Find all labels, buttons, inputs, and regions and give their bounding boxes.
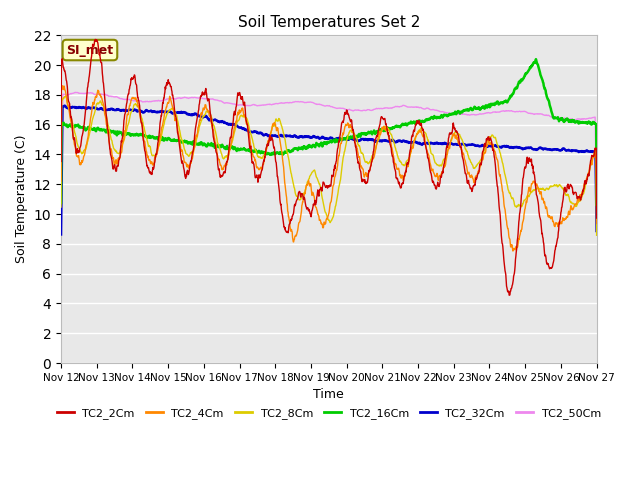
TC2_2Cm — [593, 215, 600, 221]
Line: TC2_50Cm: TC2_50Cm — [61, 92, 596, 229]
TC2_32Cm — [412, 140, 420, 145]
TC2_8Cm — [593, 232, 600, 238]
TC2_4Cm — [482, 145, 490, 151]
Y-axis label: Soil Temperature (C): Soil Temperature (C) — [15, 135, 28, 264]
TC2_16Cm — [412, 119, 420, 125]
TC2_8Cm — [412, 133, 420, 139]
TC2_32Cm — [61, 103, 68, 108]
TC2_4Cm — [57, 178, 65, 184]
TC2_16Cm — [529, 61, 537, 67]
TC2_4Cm — [593, 220, 600, 226]
TC2_32Cm — [529, 146, 537, 152]
TC2_8Cm — [57, 204, 65, 210]
TC2_32Cm — [593, 228, 600, 234]
TC2_2Cm — [482, 139, 490, 145]
TC2_4Cm — [412, 133, 420, 139]
TC2_8Cm — [482, 143, 490, 149]
TC2_16Cm — [163, 137, 171, 143]
TC2_32Cm — [177, 109, 184, 115]
TC2_50Cm — [164, 96, 172, 102]
TC2_50Cm — [412, 104, 420, 110]
TC2_4Cm — [530, 179, 538, 184]
Line: TC2_32Cm: TC2_32Cm — [61, 106, 596, 234]
Line: TC2_4Cm: TC2_4Cm — [61, 86, 596, 251]
Title: Soil Temperatures Set 2: Soil Temperatures Set 2 — [237, 15, 420, 30]
TC2_4Cm — [164, 100, 172, 106]
TC2_8Cm — [61, 93, 69, 99]
TC2_16Cm — [176, 138, 184, 144]
TC2_2Cm — [177, 151, 184, 156]
Line: TC2_2Cm: TC2_2Cm — [61, 39, 596, 295]
TC2_4Cm — [177, 144, 184, 149]
X-axis label: Time: Time — [314, 388, 344, 401]
TC2_4Cm — [58, 83, 66, 89]
TC2_16Cm — [482, 103, 490, 108]
TC2_50Cm — [482, 110, 490, 116]
Line: TC2_8Cm: TC2_8Cm — [61, 96, 596, 235]
TC2_32Cm — [482, 144, 490, 150]
TC2_50Cm — [237, 102, 244, 108]
TC2_2Cm — [57, 158, 65, 164]
TC2_8Cm — [164, 111, 172, 117]
Legend: TC2_2Cm, TC2_4Cm, TC2_8Cm, TC2_16Cm, TC2_32Cm, TC2_50Cm: TC2_2Cm, TC2_4Cm, TC2_8Cm, TC2_16Cm, TC2… — [52, 403, 605, 423]
Line: TC2_16Cm: TC2_16Cm — [61, 59, 596, 205]
TC2_50Cm — [593, 213, 600, 218]
TC2_8Cm — [529, 187, 537, 193]
TC2_2Cm — [530, 169, 538, 175]
TC2_2Cm — [92, 36, 99, 42]
TC2_4Cm — [237, 110, 244, 116]
TC2_16Cm — [593, 202, 600, 208]
TC2_50Cm — [177, 96, 184, 101]
TC2_50Cm — [57, 226, 65, 232]
TC2_4Cm — [509, 248, 516, 254]
TC2_32Cm — [164, 109, 172, 115]
Text: SI_met: SI_met — [67, 44, 113, 57]
TC2_2Cm — [412, 122, 420, 128]
TC2_16Cm — [57, 200, 65, 206]
TC2_8Cm — [237, 113, 244, 119]
TC2_16Cm — [236, 146, 244, 152]
TC2_50Cm — [529, 111, 537, 117]
TC2_32Cm — [57, 231, 65, 237]
TC2_32Cm — [237, 125, 244, 131]
TC2_16Cm — [532, 56, 540, 62]
TC2_2Cm — [164, 81, 172, 86]
TC2_8Cm — [177, 132, 184, 138]
TC2_50Cm — [71, 89, 79, 95]
TC2_2Cm — [237, 93, 244, 99]
TC2_2Cm — [506, 292, 513, 298]
